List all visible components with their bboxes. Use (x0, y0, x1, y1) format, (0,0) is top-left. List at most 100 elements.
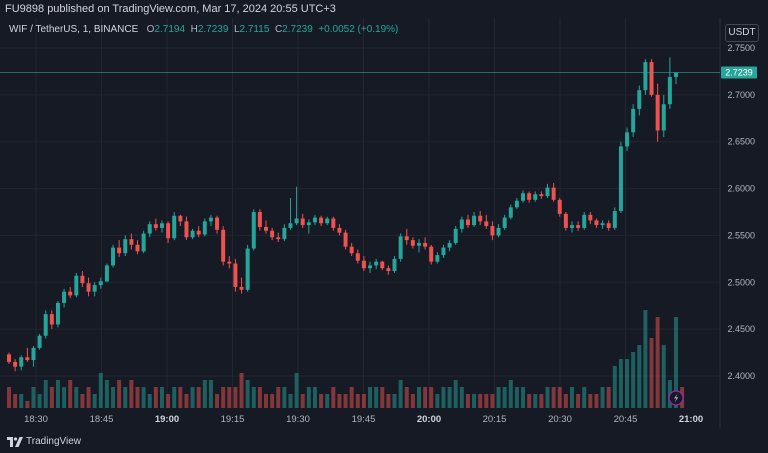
volume-bar (502, 387, 507, 408)
candle-body (276, 237, 281, 240)
price-tick-label: 2.5500 (727, 230, 755, 240)
candle-body (141, 233, 146, 252)
candle-body (551, 187, 556, 200)
candle (221, 226, 226, 266)
candle-body (386, 268, 391, 272)
currency-button[interactable]: USDT (725, 24, 759, 42)
high-label: H (190, 24, 198, 35)
brand[interactable]: TradingView (7, 436, 81, 447)
volume-bar (190, 387, 195, 408)
publish-info: FU9898 published on TradingView.com, Mar… (5, 3, 336, 15)
candle (239, 277, 244, 294)
volume-bar (643, 310, 648, 408)
candle (625, 127, 630, 152)
candle (643, 59, 648, 95)
candle (86, 277, 91, 297)
candle-body (612, 211, 617, 228)
volume-bar (166, 394, 171, 408)
candle-body (465, 219, 470, 226)
candle-body (582, 214, 587, 228)
volume-bar (417, 387, 421, 408)
volume-bar (588, 394, 593, 408)
symbol-name: WIF / TetherUS, 1, BINANCE (9, 24, 139, 35)
candle-layer (7, 57, 678, 372)
volume-bar (19, 394, 24, 408)
volume-bar (545, 387, 550, 408)
volume-bar (294, 373, 299, 408)
candle-body (484, 221, 489, 227)
candle-body (337, 227, 342, 233)
candle (508, 204, 513, 220)
candle-body (221, 229, 226, 262)
volume-bar (135, 387, 140, 408)
candle (606, 220, 611, 231)
price-tick-label: 2.6500 (727, 137, 755, 147)
candle-body (257, 212, 262, 227)
candle (166, 221, 171, 243)
candle-body (545, 187, 550, 197)
candle-body (111, 247, 116, 266)
candle-body (227, 261, 232, 264)
time-tick-label: 18:30 (24, 414, 48, 425)
candle (92, 282, 97, 297)
volume-bar (129, 380, 134, 408)
volume-bar (539, 394, 544, 408)
candle-body (135, 244, 140, 252)
candle-body (539, 194, 544, 197)
last-price-tag (721, 66, 757, 79)
candle (380, 260, 385, 271)
candle-body (264, 226, 268, 231)
candle (594, 218, 599, 228)
candle (612, 207, 617, 230)
symbol-legend[interactable]: WIF / TetherUS, 1, BINANCE O2.7194 H2.72… (9, 24, 398, 35)
volume-bar (172, 387, 177, 408)
candle-body (117, 247, 122, 254)
volume-bar (631, 352, 636, 408)
candle-body (68, 291, 73, 296)
volume-bar (239, 373, 244, 408)
volume-bar (557, 387, 562, 408)
candle (80, 271, 85, 287)
alert-button[interactable] (668, 390, 684, 406)
volume-bar (80, 394, 85, 408)
volume-bar (227, 387, 232, 408)
volume-bar (398, 380, 403, 408)
time-tick-label: 19:15 (221, 414, 245, 425)
candle (104, 263, 109, 283)
candle-body (123, 239, 128, 254)
close-value: 2.7239 (282, 24, 313, 35)
tradingview-logo-icon (7, 436, 23, 447)
candle-body (655, 94, 660, 131)
candle (135, 240, 140, 255)
volume-bar (410, 394, 415, 408)
candle-body (594, 220, 599, 226)
volume-bar (490, 394, 495, 408)
candle-body (104, 265, 109, 282)
candle-body (404, 236, 409, 241)
candle (349, 242, 354, 257)
candle (521, 190, 526, 203)
volume-bar (159, 387, 164, 408)
candle-body (368, 265, 373, 269)
volume-bar (441, 387, 446, 408)
candle-body (190, 230, 195, 238)
volume-bar (49, 387, 54, 408)
price-tick-label: 2.7000 (727, 90, 755, 100)
candle (569, 221, 574, 233)
volume-bar (153, 387, 158, 408)
candle-body (667, 77, 672, 105)
candle (337, 224, 342, 236)
volume-bar (221, 387, 226, 408)
candle (282, 224, 287, 242)
candle (184, 216, 189, 241)
chart-area[interactable]: 2.7500 2.7000 2.6500 2.6000 2.5500 2.5000 2.45… (0, 18, 768, 428)
volume-bar (270, 394, 275, 408)
candle-body (129, 239, 134, 245)
price-tick-label: 2.4000 (727, 371, 755, 381)
candle-body (55, 302, 60, 325)
candle-body (569, 225, 574, 228)
candle (74, 272, 79, 298)
candle-body (282, 227, 287, 240)
candle (539, 191, 544, 199)
candle-body (13, 361, 18, 367)
